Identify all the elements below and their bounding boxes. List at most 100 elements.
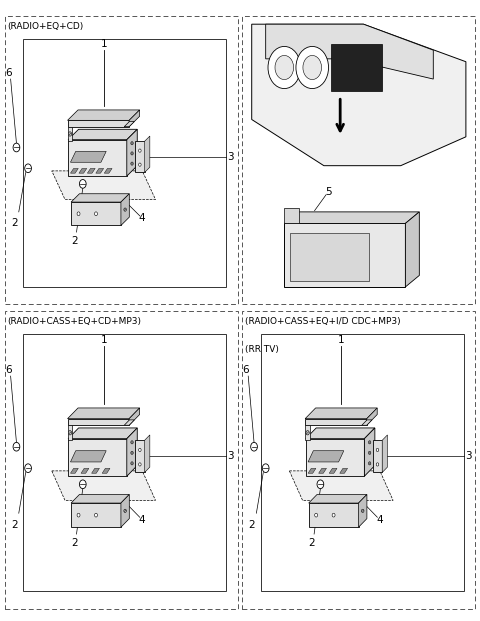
Polygon shape xyxy=(284,207,299,224)
Circle shape xyxy=(13,143,20,152)
Polygon shape xyxy=(68,120,129,127)
Text: 4: 4 xyxy=(139,515,145,525)
Polygon shape xyxy=(266,24,433,79)
Polygon shape xyxy=(79,168,87,173)
Text: (RADIO+CASS+EQ+CD+MP3): (RADIO+CASS+EQ+CD+MP3) xyxy=(7,317,141,325)
Polygon shape xyxy=(104,168,112,173)
Text: 6: 6 xyxy=(5,365,12,375)
Bar xyxy=(5,16,238,304)
Circle shape xyxy=(139,163,141,166)
Polygon shape xyxy=(364,428,375,476)
Bar xyxy=(24,39,226,287)
Polygon shape xyxy=(68,127,72,141)
Polygon shape xyxy=(68,428,137,438)
Text: 4: 4 xyxy=(376,515,383,525)
Circle shape xyxy=(95,212,97,215)
Bar xyxy=(242,310,475,609)
Circle shape xyxy=(306,430,309,435)
Polygon shape xyxy=(71,202,121,225)
Bar xyxy=(24,334,226,591)
Polygon shape xyxy=(405,212,420,287)
Circle shape xyxy=(317,480,324,489)
Polygon shape xyxy=(68,129,137,140)
Circle shape xyxy=(361,509,364,512)
Circle shape xyxy=(303,55,322,79)
Polygon shape xyxy=(124,122,134,127)
Circle shape xyxy=(315,513,318,517)
Polygon shape xyxy=(306,438,364,476)
Text: 3: 3 xyxy=(228,451,234,461)
Polygon shape xyxy=(305,425,310,440)
Polygon shape xyxy=(305,419,367,425)
Text: 6: 6 xyxy=(242,365,249,375)
Circle shape xyxy=(95,513,97,517)
Circle shape xyxy=(131,152,133,155)
Polygon shape xyxy=(290,233,369,281)
Polygon shape xyxy=(68,438,127,476)
Polygon shape xyxy=(129,408,140,425)
Circle shape xyxy=(275,55,294,79)
Text: 5: 5 xyxy=(325,187,332,197)
Circle shape xyxy=(368,441,371,444)
Polygon shape xyxy=(359,494,367,527)
Polygon shape xyxy=(308,451,344,462)
Polygon shape xyxy=(284,212,420,224)
Circle shape xyxy=(131,462,133,465)
Polygon shape xyxy=(68,408,140,419)
Circle shape xyxy=(77,513,80,517)
Circle shape xyxy=(25,464,32,473)
Text: 3: 3 xyxy=(465,451,471,461)
Polygon shape xyxy=(129,110,140,127)
Polygon shape xyxy=(367,408,377,425)
Polygon shape xyxy=(102,468,110,473)
Circle shape xyxy=(131,441,133,444)
Polygon shape xyxy=(68,110,140,120)
Polygon shape xyxy=(144,435,150,473)
Text: (RADIO+EQ+CD): (RADIO+EQ+CD) xyxy=(7,22,84,30)
Circle shape xyxy=(13,442,20,451)
Polygon shape xyxy=(252,24,466,166)
Polygon shape xyxy=(319,468,326,473)
Bar xyxy=(242,16,475,304)
Text: 2: 2 xyxy=(11,520,17,530)
Polygon shape xyxy=(68,425,72,440)
Polygon shape xyxy=(306,428,375,438)
Polygon shape xyxy=(382,435,387,473)
Circle shape xyxy=(368,462,371,465)
Polygon shape xyxy=(331,45,382,91)
Text: 2: 2 xyxy=(71,236,78,246)
Polygon shape xyxy=(71,152,106,162)
Circle shape xyxy=(139,448,141,451)
Polygon shape xyxy=(71,168,78,173)
Text: 2: 2 xyxy=(248,520,255,530)
Text: 2: 2 xyxy=(11,219,17,229)
Text: 1: 1 xyxy=(338,335,345,345)
Circle shape xyxy=(262,464,269,473)
Polygon shape xyxy=(124,420,134,425)
Circle shape xyxy=(124,208,126,211)
Circle shape xyxy=(79,480,86,489)
Circle shape xyxy=(68,430,72,435)
Polygon shape xyxy=(127,428,137,476)
Polygon shape xyxy=(81,468,89,473)
Polygon shape xyxy=(284,224,405,287)
Polygon shape xyxy=(144,136,150,173)
Circle shape xyxy=(124,509,126,512)
Text: 1: 1 xyxy=(100,39,107,50)
Polygon shape xyxy=(309,503,359,527)
Polygon shape xyxy=(68,419,129,425)
Polygon shape xyxy=(127,129,137,176)
Polygon shape xyxy=(92,468,99,473)
Circle shape xyxy=(376,448,379,451)
Circle shape xyxy=(251,442,257,451)
Polygon shape xyxy=(87,168,95,173)
Text: 3: 3 xyxy=(228,152,234,162)
Text: 6: 6 xyxy=(5,68,12,78)
Bar xyxy=(5,310,238,609)
Circle shape xyxy=(131,142,133,145)
Circle shape xyxy=(25,164,32,173)
Polygon shape xyxy=(362,420,372,425)
Circle shape xyxy=(131,451,133,455)
Polygon shape xyxy=(305,408,377,419)
Polygon shape xyxy=(71,503,121,527)
